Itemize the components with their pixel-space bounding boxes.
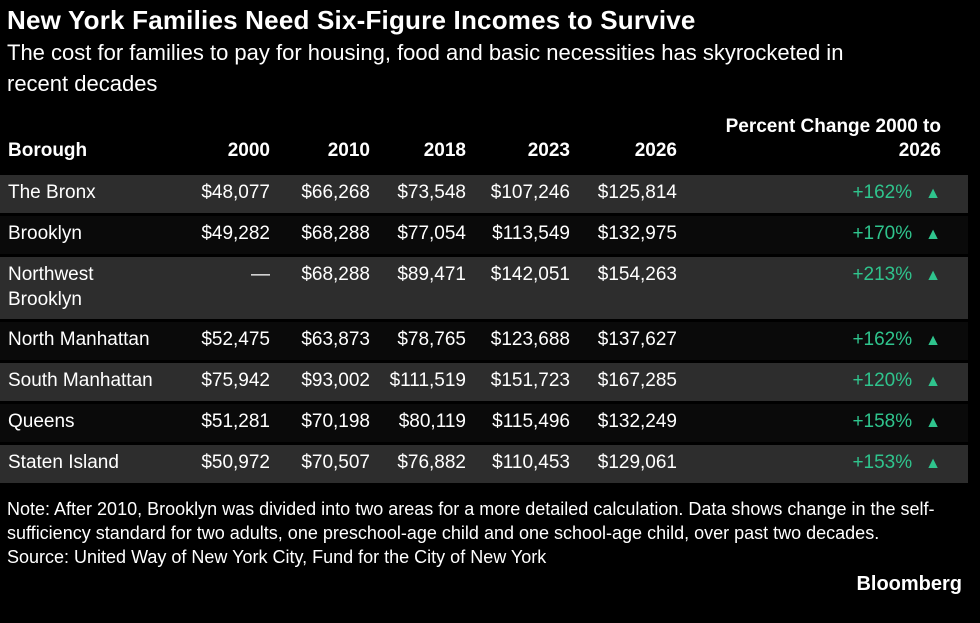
value-cell: $63,873 (270, 319, 370, 362)
value-cell: $167,285 (570, 360, 677, 403)
source-text: Source: United Way of New York City, Fun… (7, 547, 547, 567)
data-table: Borough 2000 2010 2018 2023 2026 Percent… (0, 115, 968, 483)
up-arrow-icon: ▲ (925, 332, 941, 349)
col-header-year-2000: 2000 (180, 115, 270, 175)
value-cell: $115,496 (466, 401, 570, 444)
up-arrow-icon: ▲ (925, 185, 941, 202)
percent-change-cell: +162% ▲ (677, 319, 968, 362)
up-arrow-icon: ▲ (925, 226, 941, 243)
percent-change-header-label: Percent Change 2000 to 2026 (725, 116, 941, 161)
value-cell: $125,814 (570, 172, 677, 215)
value-cell: $123,688 (466, 319, 570, 362)
value-cell: $75,942 (180, 360, 270, 403)
chart-header: New York Families Need Six-Figure Income… (0, 5, 980, 99)
table-row: South Manhattan $75,942 $93,002 $111,519 $15… (0, 360, 968, 403)
col-header-borough: Borough (0, 115, 180, 175)
percent-change-cell: +170% ▲ (677, 213, 968, 256)
percent-change-value: +162% (852, 182, 913, 203)
col-header-year-2010: 2010 (270, 115, 370, 175)
value-cell: $137,627 (570, 319, 677, 362)
percent-change-cell: +213% ▲ (677, 254, 968, 321)
value-cell: $52,475 (180, 319, 270, 362)
value-cell: $151,723 (466, 360, 570, 403)
table-body: The Bronx $48,077 $66,268 $73,548 $107,246 $1… (0, 172, 968, 483)
borough-cell: South Manhattan (0, 360, 180, 403)
value-cell: $129,061 (570, 442, 677, 483)
value-cell: $132,975 (570, 213, 677, 256)
value-cell: $68,288 (270, 254, 370, 321)
value-cell: $68,288 (270, 213, 370, 256)
value-cell: $80,119 (370, 401, 466, 444)
col-header-percent-change: Percent Change 2000 to 2026 (677, 115, 968, 175)
page-title: New York Families Need Six-Figure Income… (7, 5, 696, 35)
value-cell: $50,972 (180, 442, 270, 483)
percent-change-cell: +158% ▲ (677, 401, 968, 444)
percent-change-value: +158% (852, 411, 913, 432)
col-header-year-2026: 2026 (570, 115, 677, 175)
value-cell: $110,453 (466, 442, 570, 483)
col-header-year-2023: 2023 (466, 115, 570, 175)
percent-change-cell: +153% ▲ (677, 442, 968, 483)
percent-change-value: +153% (852, 452, 913, 473)
up-arrow-icon: ▲ (925, 373, 941, 390)
table-row: Northwest Brooklyn — $68,288 $89,471 $142,05… (0, 254, 968, 321)
value-cell: $111,519 (370, 360, 466, 403)
value-cell: $51,281 (180, 401, 270, 444)
value-cell: $154,263 (570, 254, 677, 321)
percent-change-value: +213% (852, 264, 913, 285)
col-header-year-2018: 2018 (370, 115, 466, 175)
chart-footer: Note: After 2010, Brooklyn was divided i… (0, 483, 980, 597)
borough-cell: Staten Island (0, 442, 180, 483)
table-row: North Manhattan $52,475 $63,873 $78,765 $123… (0, 319, 968, 362)
value-cell: $113,549 (466, 213, 570, 256)
table-row: Staten Island $50,972 $70,507 $76,882 $110,4… (0, 442, 968, 483)
up-arrow-icon: ▲ (925, 455, 941, 472)
value-cell: $89,471 (370, 254, 466, 321)
borough-cell: North Manhattan (0, 319, 180, 362)
value-cell: $49,282 (180, 213, 270, 256)
borough-cell: Brooklyn (0, 213, 180, 256)
percent-change-cell: +120% ▲ (677, 360, 968, 403)
value-cell: $48,077 (180, 172, 270, 215)
percent-change-value: +170% (852, 223, 913, 244)
bloomberg-logo: Bloomberg (856, 573, 962, 595)
borough-cell: Queens (0, 401, 180, 444)
value-cell: $70,198 (270, 401, 370, 444)
value-cell: $78,765 (370, 319, 466, 362)
value-cell: $76,882 (370, 442, 466, 483)
table-row: Brooklyn $49,282 $68,288 $77,054 $113,549 $13… (0, 213, 968, 256)
table-row: The Bronx $48,077 $66,268 $73,548 $107,246 $1… (0, 172, 968, 215)
page-subtitle: The cost for families to pay for housing… (7, 40, 844, 96)
value-cell: $132,249 (570, 401, 677, 444)
percent-change-cell: +162% ▲ (677, 172, 968, 215)
value-cell: $70,507 (270, 442, 370, 483)
value-cell: $66,268 (270, 172, 370, 215)
value-cell: $107,246 (466, 172, 570, 215)
borough-cell: Northwest Brooklyn (0, 254, 180, 321)
value-cell: $93,002 (270, 360, 370, 403)
value-cell: $142,051 (466, 254, 570, 321)
percent-change-value: +120% (852, 370, 913, 391)
up-arrow-icon: ▲ (925, 267, 941, 284)
borough-cell: The Bronx (0, 172, 180, 215)
up-arrow-icon: ▲ (925, 414, 941, 431)
table-header-row: Borough 2000 2010 2018 2023 2026 Percent… (0, 115, 968, 175)
percent-change-value: +162% (852, 329, 913, 350)
value-cell: $73,548 (370, 172, 466, 215)
note-text: Note: After 2010, Brooklyn was divided i… (7, 499, 935, 543)
value-cell: — (180, 254, 270, 321)
value-cell: $77,054 (370, 213, 466, 256)
table-row: Queens $51,281 $70,198 $80,119 $115,496 $132,… (0, 401, 968, 444)
